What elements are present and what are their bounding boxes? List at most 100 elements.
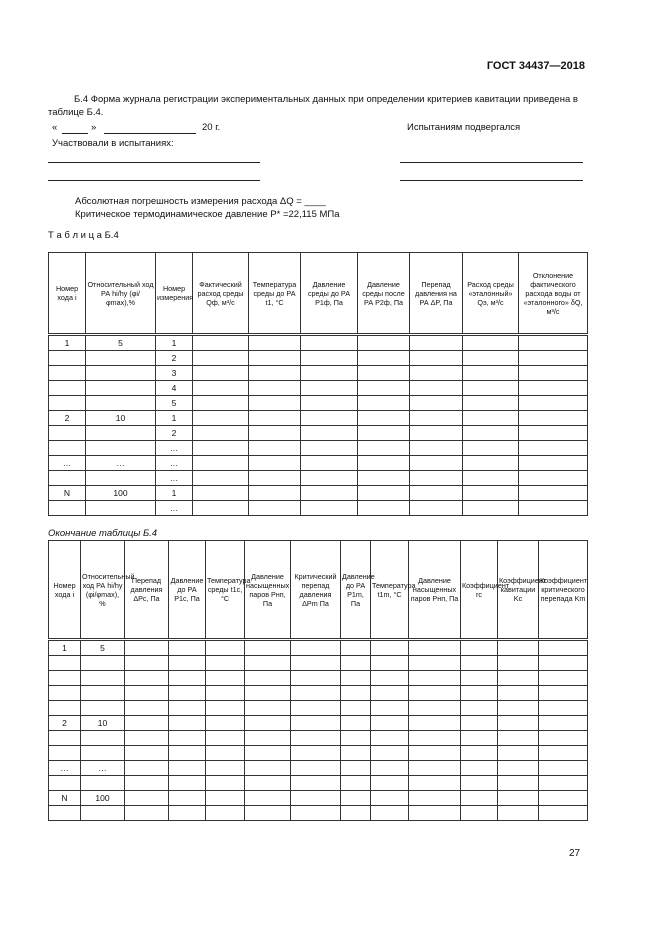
table-cell [300,333,358,351]
table-row: … [48,470,588,486]
table-cell [205,670,245,686]
table-cell: 2 [155,350,193,366]
table-cell [538,745,588,761]
table-cell [370,760,409,776]
table-cell [497,700,539,716]
table-cell [290,805,341,821]
table-row: N 100 1 [48,485,588,501]
table-cell [244,790,291,806]
table-cell [124,700,169,716]
table-row: … [48,440,588,456]
table-cell [408,775,461,791]
table-cell [168,638,206,656]
table-cell [192,410,249,426]
table-cell [370,670,409,686]
table-cell [538,655,588,671]
column-header: Отклонение фактического расхода воды от … [518,252,588,335]
table-cell [409,350,463,366]
table-cell [248,395,301,411]
table-cell: 2 [155,425,193,441]
table-cell [497,670,539,686]
table-cell [168,805,206,821]
table-cell [290,760,341,776]
flow-error-note: Абсолютная погрешность измерения расхода… [75,196,326,207]
table-cell [370,775,409,791]
table-row: 2 [48,425,588,441]
table-cell [357,500,410,516]
table-cell [192,455,249,471]
column-header: Номер измерения [155,252,193,335]
table-cell: 2 [48,410,86,426]
column-header: Давление насыщенных паров Pнп, Па [408,540,461,640]
table-cell [244,715,291,731]
table-cell [409,410,463,426]
table-row: 4 [48,380,588,396]
table-cell [244,745,291,761]
table-cell [80,685,125,701]
table-cell [48,470,86,486]
table-cell [300,440,358,456]
table-cell: … [85,455,156,471]
table-cell [124,685,169,701]
table-cell [357,333,410,351]
table-cell [85,500,156,516]
table-cell [497,685,539,701]
quote-close: » [91,122,97,133]
table-cell: 100 [80,790,125,806]
table-cell [205,745,245,761]
table-cell [538,638,588,656]
table-cell [80,670,125,686]
table-cell [290,745,341,761]
table-cell [244,685,291,701]
table-cell [460,715,498,731]
table-cell [518,455,588,471]
table-cell [538,700,588,716]
column-header: Давление до РА P1m, Па [340,540,375,640]
table-cell [340,730,371,746]
table-cell [340,745,371,761]
table-cell [48,395,86,411]
column-header: Критический перепад давления ΔPm Па [290,540,341,640]
table-cell [460,638,498,656]
table-cell [497,775,539,791]
table-cell [357,410,410,426]
table-cell [192,333,249,351]
table-cell [460,805,498,821]
table-row [48,700,588,716]
table-cell [370,715,409,731]
table-cell [408,670,461,686]
table-cell [300,470,358,486]
table-cell [48,655,81,671]
table-cell [290,700,341,716]
table-cell [244,655,291,671]
table-cell [462,455,519,471]
table-cell: 1 [155,333,193,351]
table-cell [168,760,206,776]
table-cell [340,638,371,656]
table-cell [300,455,358,471]
table-row: N 100 [48,790,588,806]
table-cell [85,380,156,396]
table-cell [357,395,410,411]
table-cell [357,350,410,366]
table-row: 2 10 [48,715,588,731]
table-cell [124,745,169,761]
table-cell: 1 [155,410,193,426]
table-row: 2 10 1 [48,410,588,426]
table-cell [244,670,291,686]
table-cell [497,760,539,776]
table-cell [168,715,206,731]
table-cell [370,700,409,716]
table-cell [409,380,463,396]
table-row: ……… [48,455,588,471]
table-cell [192,365,249,381]
table-cell [248,440,301,456]
table-cell [357,380,410,396]
table-cell [460,730,498,746]
table-cell [300,500,358,516]
table-cell [462,395,519,411]
table-cell: 1 [155,485,193,501]
critical-pressure-note: Критическое термодинамическое давление P… [75,209,340,220]
table-cell [85,395,156,411]
table-cell [48,500,86,516]
